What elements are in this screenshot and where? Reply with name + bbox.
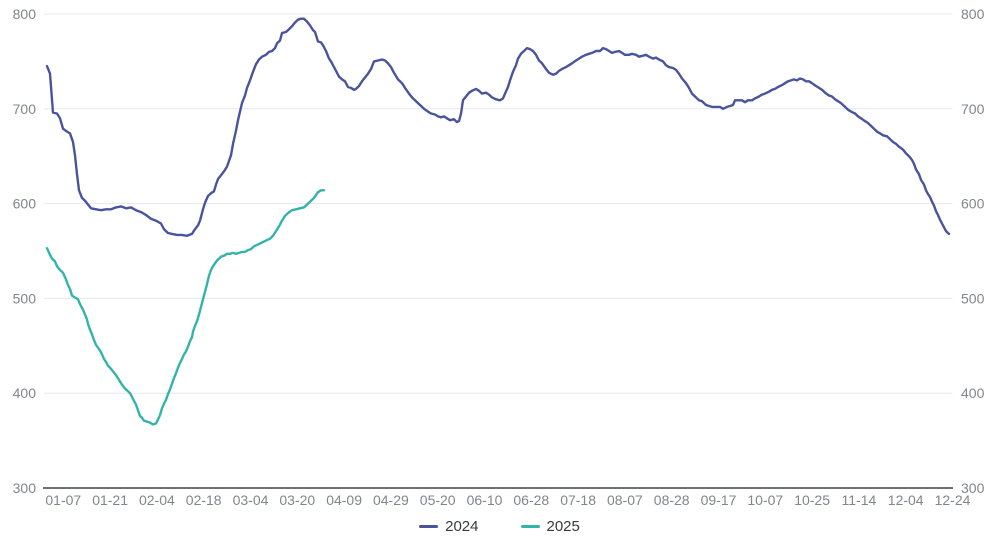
svg-text:300: 300	[961, 480, 985, 496]
legend: 2024 2025	[0, 519, 999, 534]
svg-text:400: 400	[13, 385, 37, 401]
svg-text:09-17: 09-17	[701, 492, 737, 508]
legend-label: 2024	[445, 518, 479, 535]
svg-text:600: 600	[13, 196, 37, 212]
svg-text:02-04: 02-04	[139, 492, 175, 508]
svg-text:800: 800	[961, 6, 985, 22]
svg-text:10-25: 10-25	[794, 492, 830, 508]
legend-item-2024[interactable]: 2024	[419, 518, 479, 535]
svg-text:500: 500	[961, 290, 985, 306]
gridlines	[44, 13, 953, 394]
svg-text:02-18: 02-18	[186, 492, 222, 508]
svg-text:05-20: 05-20	[420, 492, 456, 508]
svg-text:400: 400	[961, 385, 985, 401]
svg-text:04-29: 04-29	[373, 492, 409, 508]
svg-text:01-21: 01-21	[92, 492, 128, 508]
svg-text:500: 500	[13, 290, 37, 306]
svg-text:700: 700	[13, 101, 37, 117]
svg-text:12-24: 12-24	[935, 492, 971, 508]
svg-text:12-04: 12-04	[888, 492, 924, 508]
svg-text:08-07: 08-07	[607, 492, 643, 508]
svg-text:700: 700	[961, 101, 985, 117]
legend-item-2025[interactable]: 2025	[520, 518, 580, 535]
svg-text:08-28: 08-28	[654, 492, 690, 508]
legend-line-icon	[520, 524, 540, 529]
legend-line-icon	[419, 524, 439, 529]
svg-text:06-28: 06-28	[513, 492, 549, 508]
svg-text:10-07: 10-07	[747, 492, 783, 508]
svg-text:07-18: 07-18	[560, 492, 596, 508]
legend-label: 2025	[546, 518, 580, 535]
svg-text:03-20: 03-20	[279, 492, 315, 508]
svg-text:06-10: 06-10	[467, 492, 503, 508]
y-axis-labels-right: 300 400 500 600 700 800	[961, 6, 985, 496]
svg-text:01-07: 01-07	[45, 492, 81, 508]
series-line-2025	[45, 189, 326, 426]
svg-text:11-14: 11-14	[842, 492, 877, 508]
svg-text:03-04: 03-04	[233, 492, 269, 508]
svg-text:04-09: 04-09	[326, 492, 362, 508]
svg-text:800: 800	[13, 6, 37, 22]
series-line-2024	[45, 17, 951, 238]
y-axis-labels-left: 300 400 500 600 700 800	[13, 6, 37, 496]
svg-text:600: 600	[961, 196, 985, 212]
x-axis-labels: 01-07 01-21 02-04 02-18 03-04 03-20 04-09 04-29…	[45, 492, 970, 508]
svg-text:300: 300	[13, 480, 37, 496]
